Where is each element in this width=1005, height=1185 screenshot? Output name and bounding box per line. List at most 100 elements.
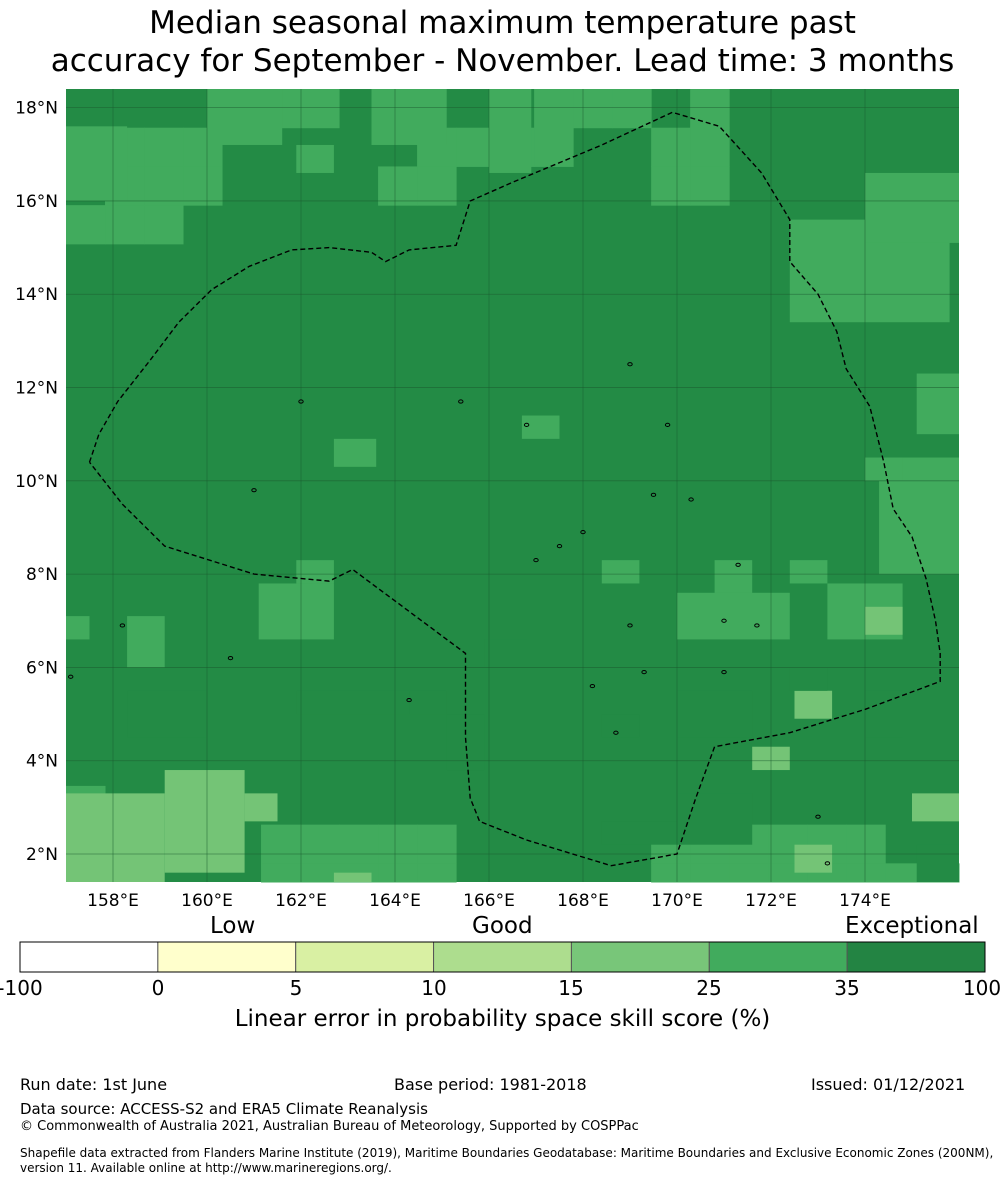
- skill-cell: [300, 89, 340, 129]
- skill-cell: [409, 690, 447, 715]
- colorbar-tick: 5: [289, 976, 303, 1000]
- island-outline: [735, 562, 741, 567]
- skill-cell: [601, 714, 640, 738]
- skill-cell: [333, 438, 377, 467]
- longitude-label: 160°E: [181, 891, 233, 911]
- skill-cell: [916, 373, 959, 435]
- skill-cell: [66, 205, 106, 245]
- latitude-label: 12°N: [15, 379, 58, 399]
- island-outline: [119, 623, 126, 628]
- colorbar-category-exceptional: Exceptional: [845, 913, 979, 939]
- latitude-label: 16°N: [15, 192, 58, 212]
- skill-cell: [865, 606, 903, 635]
- skill-cell: [916, 844, 959, 882]
- skill-cell: [105, 205, 145, 245]
- colorbar-tick: 35: [834, 976, 860, 1000]
- longitude-label: 170°E: [651, 891, 703, 911]
- skill-cell: [677, 793, 753, 845]
- island-outline: [298, 399, 304, 404]
- colorbar-tick: 15: [558, 976, 584, 1000]
- longitude-label: 172°E: [745, 891, 797, 911]
- skill-cell: [789, 667, 828, 691]
- shapefile-credit: Shapefile data extracted from Flanders M…: [20, 1146, 994, 1175]
- longitude-label: 168°E: [557, 891, 609, 911]
- longitude-label: 174°E: [839, 891, 891, 911]
- skill-cell: [300, 824, 340, 864]
- colorbar-tick: -100: [0, 976, 43, 1000]
- latitude-label: 8°N: [26, 565, 58, 585]
- skill-cell: [865, 172, 959, 243]
- skill-cell: [66, 793, 165, 882]
- skill-cell: [912, 793, 959, 822]
- colorbar-segment: [570, 941, 710, 973]
- skill-cell: [789, 560, 828, 584]
- skill-cell: [651, 166, 691, 206]
- skill-cell: [729, 863, 769, 883]
- colorbar-segment: [846, 941, 986, 973]
- skill-cell: [690, 89, 730, 129]
- island-outline: [627, 623, 633, 628]
- skill-cell: [651, 127, 691, 167]
- colorbar-segment: [295, 941, 435, 973]
- skill-cell: [534, 127, 574, 167]
- colorbar-label: Linear error in probability space skill …: [234, 1006, 771, 1032]
- graticule: [66, 89, 959, 882]
- longitude-label: 166°E: [463, 891, 515, 911]
- colorbar-segment: [433, 941, 572, 973]
- island-outline: [533, 558, 539, 563]
- island-outline: [613, 730, 619, 735]
- skill-cell: [183, 166, 223, 206]
- run-date: Run date: 1st June: [20, 1075, 168, 1094]
- skill-cell: [690, 863, 730, 883]
- copyright: © Commonwealth of Australia 2021, Austra…: [20, 1119, 639, 1134]
- skill-cell: [66, 616, 90, 640]
- colorbar-category-good: Good: [472, 913, 533, 939]
- skill-cell: [378, 166, 418, 206]
- colorbar-tick: 10: [421, 976, 447, 1000]
- skill-cell: [601, 821, 677, 845]
- map-background: [66, 89, 959, 882]
- data-source: Data source: ACCESS-S2 and ERA5 Climate …: [20, 1100, 428, 1118]
- skill-cell: [690, 127, 730, 167]
- skill-cell: [66, 126, 128, 201]
- latitude-labels: 18°N 16°N 14°N 12°N 10°N 8°N 6°N 4°N 2°N: [15, 99, 58, 865]
- skill-cell: [534, 89, 574, 129]
- skill-cell: [885, 863, 925, 883]
- colorbar-tick: 0: [151, 976, 165, 1000]
- island-outline: [627, 362, 633, 367]
- island-outline: [721, 618, 727, 623]
- issued-date: Issued: 01/12/2021: [811, 1075, 966, 1094]
- colorbar-tick: 25: [696, 976, 722, 1000]
- island-outline: [589, 683, 596, 689]
- skill-cell: [865, 457, 903, 481]
- colorbar-frame: [19, 941, 986, 973]
- skill-cell: [144, 127, 184, 167]
- latitude-label: 10°N: [15, 472, 58, 492]
- skill-cell: [144, 166, 184, 206]
- skill-cell: [417, 863, 457, 883]
- skill-cell: [296, 144, 334, 173]
- skill-cell: [339, 824, 379, 864]
- skill-cell: [794, 690, 833, 719]
- skill-cell: [244, 793, 278, 822]
- longitude-labels: 158°E 160°E 162°E 164°E 166°E 168°E 170°E 172°E…: [87, 891, 891, 911]
- island-outline: [251, 488, 257, 493]
- skill-cell: [417, 824, 457, 864]
- map-title: Median seasonal maximum temperature past…: [0, 4, 1005, 80]
- skill-cell: [601, 560, 640, 584]
- skill-cell: [417, 166, 457, 206]
- skill-cell: [144, 205, 184, 245]
- skill-cell: [677, 690, 753, 738]
- skill-cell: [690, 166, 730, 206]
- island-outline: [664, 422, 671, 427]
- skill-cell: [378, 824, 418, 864]
- skill-cell: [794, 844, 833, 873]
- skill-cell: [651, 863, 691, 883]
- skill-cell: [521, 415, 560, 439]
- skill-cell: [489, 89, 532, 173]
- island-outline: [650, 492, 657, 497]
- latitude-label: 14°N: [15, 285, 58, 305]
- longitude-label: 158°E: [87, 891, 139, 911]
- skill-cell: [371, 89, 447, 145]
